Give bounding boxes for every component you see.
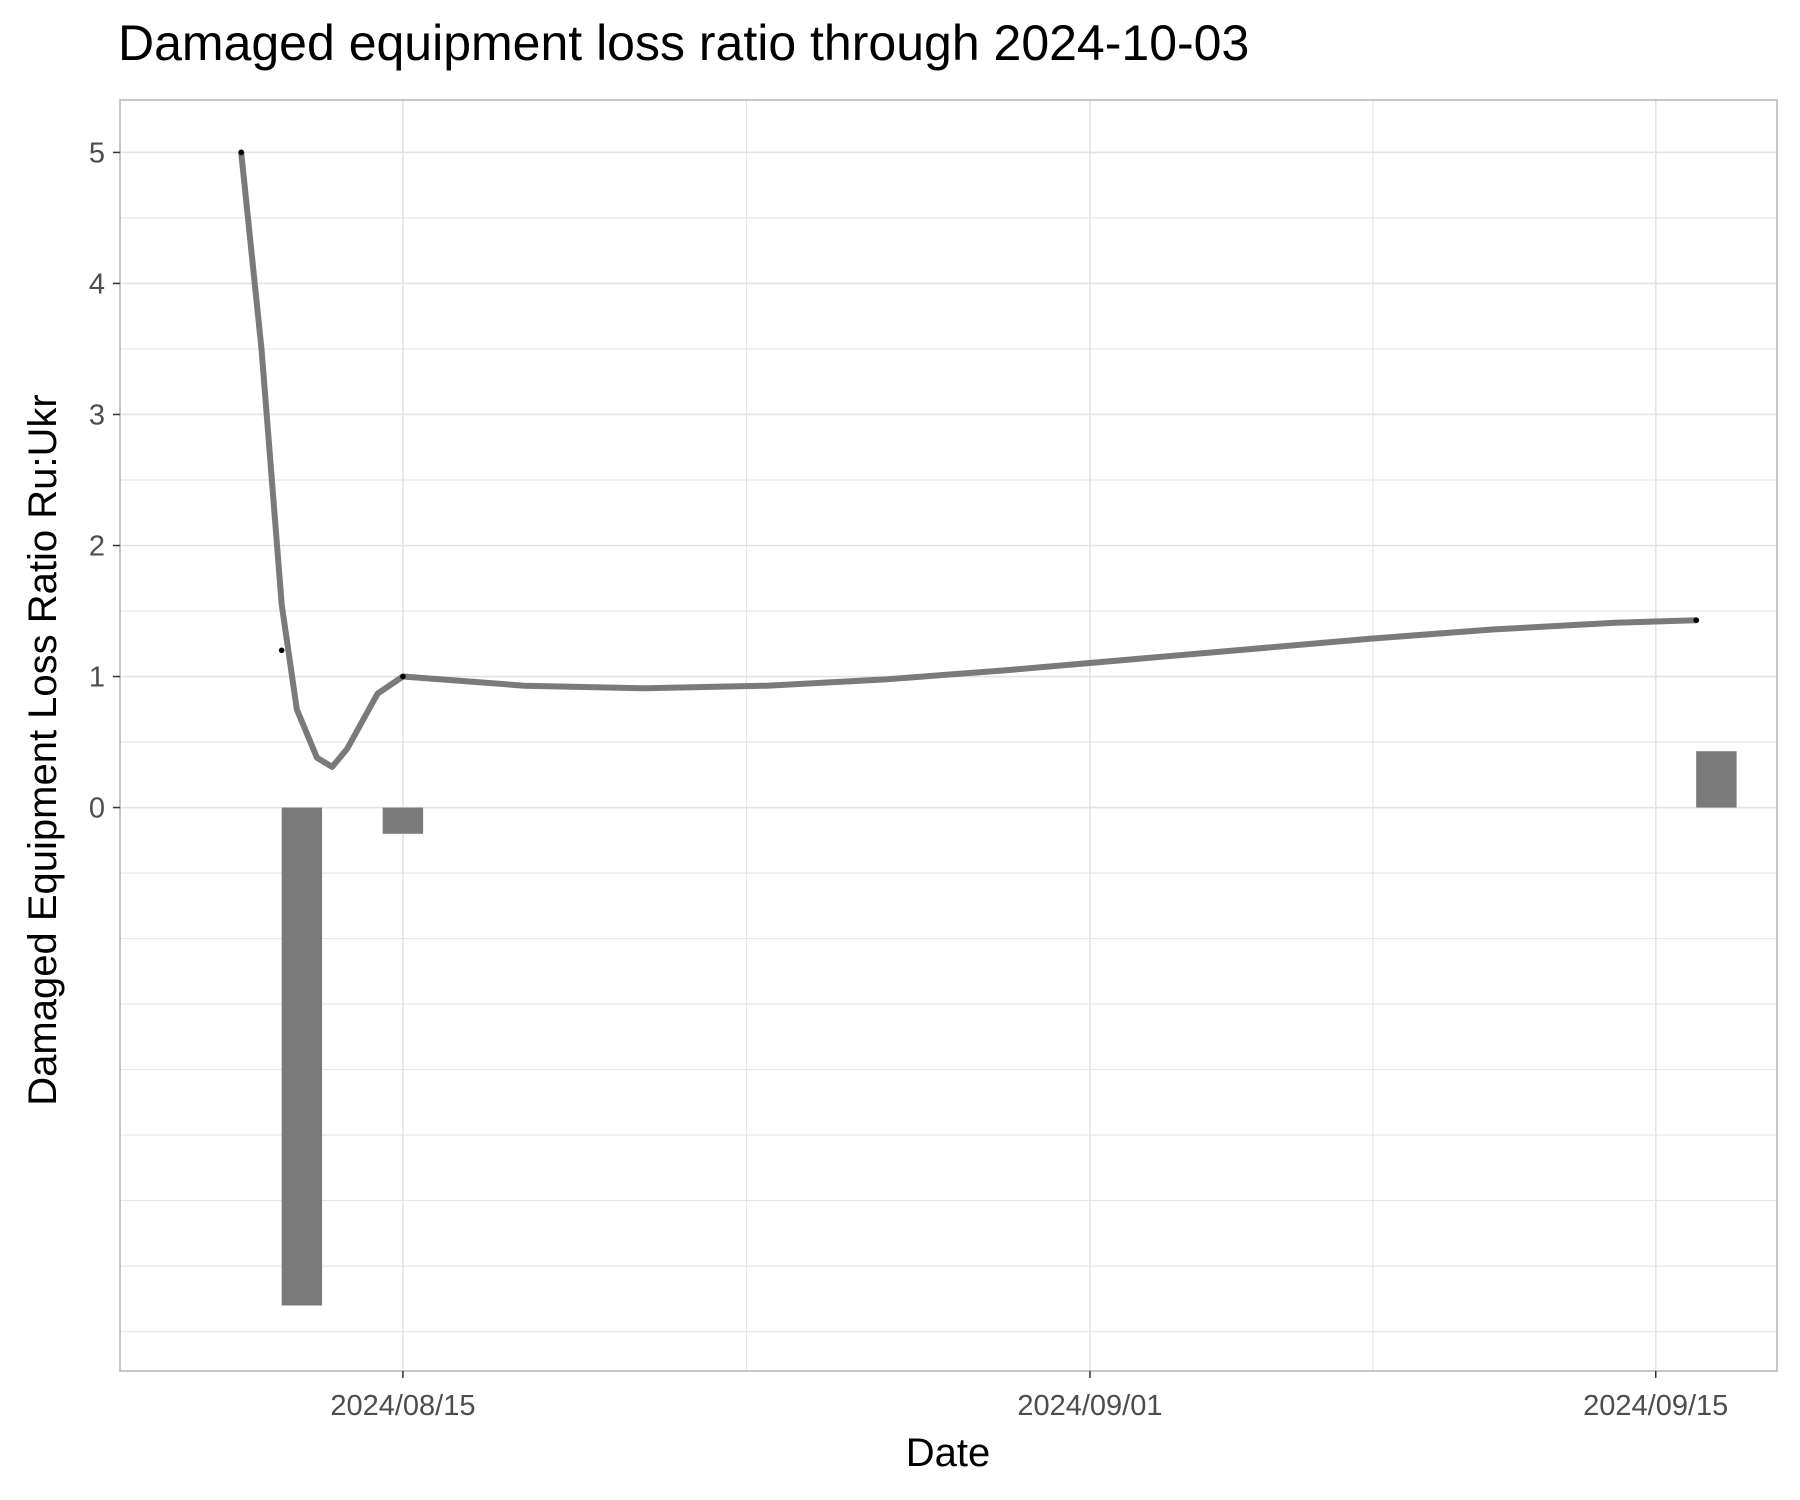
- ratio-bar: [281, 807, 323, 1306]
- y-tick-label: 1: [89, 662, 105, 694]
- x-tick-label: 2024/09/01: [1017, 1390, 1162, 1422]
- y-tick-label: 0: [89, 793, 105, 825]
- data-point: [1693, 617, 1699, 623]
- x-tick-label: 2024/08/15: [330, 1390, 475, 1422]
- data-point: [278, 647, 285, 654]
- y-tick-label: 5: [89, 137, 105, 169]
- ratio-bar: [1696, 751, 1737, 808]
- y-axis-title: Damaged Equipment Loss Ratio Ru:Ukr: [21, 394, 65, 1105]
- chart-title: Damaged equipment loss ratio through 202…: [118, 15, 1250, 71]
- plot-panel-border: [119, 99, 1778, 1372]
- bar-series: [281, 751, 1737, 1306]
- grid-lines: [120, 100, 1777, 1371]
- x-axis-ticks: 2024/08/15 2024/09/01 2024/09/15: [330, 1371, 1728, 1422]
- data-point: [400, 673, 406, 680]
- ratio-bar: [382, 807, 424, 834]
- x-axis-title: Date: [906, 1431, 991, 1475]
- y-tick-label: 2: [89, 531, 105, 563]
- y-axis-ticks: 0 1 2 3 4 5: [89, 137, 120, 825]
- smoothed-ratio-line: [238, 149, 1700, 770]
- data-point: [238, 149, 245, 156]
- y-tick-label: 4: [89, 268, 105, 300]
- observed-points: [238, 149, 1699, 680]
- x-tick-label: 2024/09/15: [1583, 1390, 1728, 1422]
- y-tick-label: 3: [89, 399, 105, 431]
